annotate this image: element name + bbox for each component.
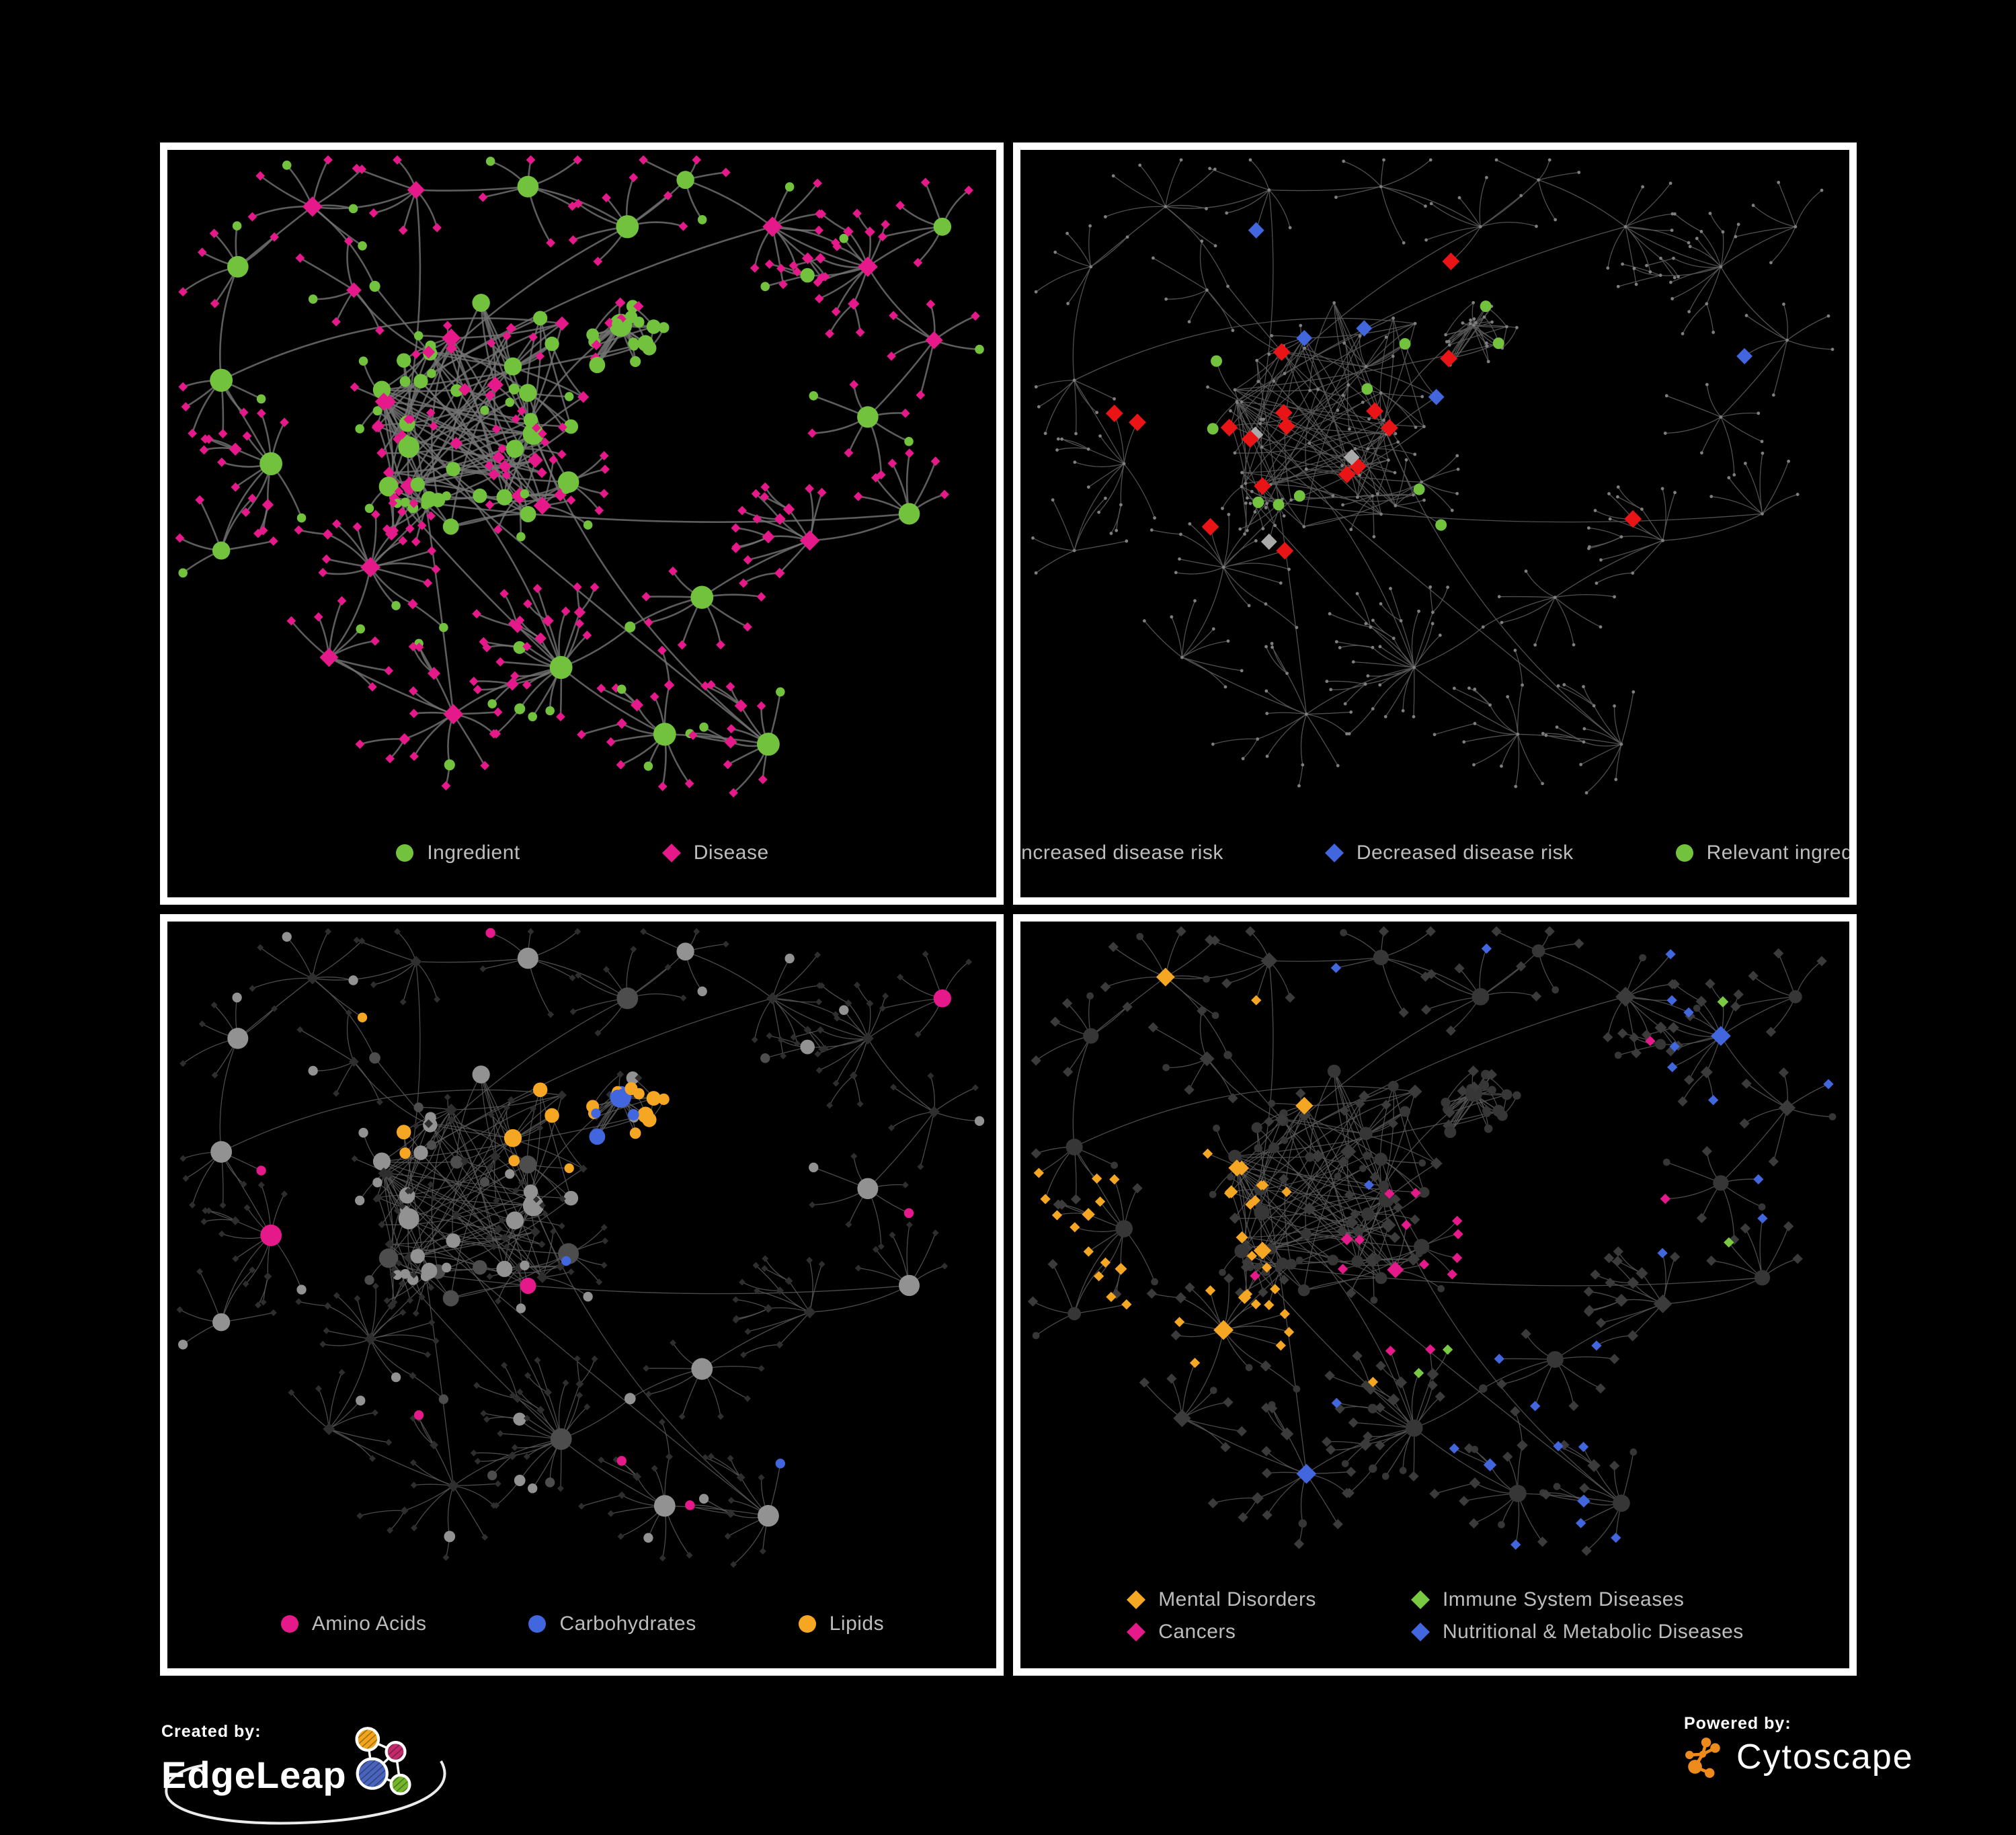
legend-nutrient-classes: Amino Acids Carbohydrates Lipids: [167, 1589, 996, 1668]
legend-item: Increased disease risk: [1015, 841, 1223, 864]
cancers-diamond-icon: [1126, 1622, 1146, 1642]
legend-label: Lipids: [829, 1613, 885, 1635]
edgeleap-logo-icon: [355, 1727, 411, 1795]
immune-diseases-diamond-icon: [1410, 1590, 1430, 1610]
carbohydrates-circle-icon: [527, 1614, 547, 1634]
cytoscape-brand: Cytoscape: [1736, 1738, 1914, 1777]
legend-item: Nutritional & Metabolic Diseases: [1410, 1621, 1744, 1643]
network-disease-classes: [1020, 922, 1849, 1575]
relevant-ingredient-circle-icon: [1675, 843, 1695, 863]
legend-item: Ingredient: [395, 842, 520, 864]
legend-item: Immune System Diseases: [1410, 1588, 1684, 1611]
legend-ingredient-disease: Ingredient Disease: [167, 818, 996, 897]
legend-label: Immune System Diseases: [1442, 1588, 1685, 1611]
legend-label: Mental Disorders: [1158, 1588, 1316, 1611]
created-by-label: Created by:: [161, 1722, 261, 1741]
legend-item: Carbohydrates: [527, 1613, 696, 1635]
legend-label: Decreased disease risk: [1356, 841, 1574, 864]
disease-diamond-icon: [661, 843, 682, 863]
legend-item: Lipids: [797, 1613, 884, 1635]
legend-disease-classes: Mental Disorders Immune System Diseases …: [1020, 1575, 1849, 1668]
legend-label: Ingredient: [427, 841, 520, 864]
legend-item: Amino Acids: [280, 1613, 427, 1635]
legend-label: Relevant ingredient: [1706, 841, 1857, 864]
mental-disorders-diamond-icon: [1126, 1590, 1146, 1610]
legend-item: Mental Disorders: [1126, 1588, 1316, 1611]
network-nutrient-classes: [167, 922, 996, 1590]
legend-label: Increased disease risk: [1015, 841, 1223, 864]
figure-grid: Ingredient Disease Increased disease ris…: [160, 142, 1857, 1676]
legend-label: Carbohydrates: [559, 1613, 696, 1635]
network-disease-risk: [1020, 150, 1849, 818]
legend-item: Decreased disease risk: [1324, 842, 1574, 864]
powered-by-label: Powered by:: [1684, 1714, 1791, 1733]
legend-label: Disease: [693, 841, 769, 864]
panel-nutrient-classes: Amino Acids Carbohydrates Lipids: [160, 913, 1004, 1676]
legend-disease-risk: Increased disease risk Decreased disease…: [1020, 818, 1849, 897]
panel-disease-classes: Mental Disorders Immune System Diseases …: [1013, 913, 1857, 1676]
amino-acids-circle-icon: [280, 1614, 300, 1634]
cytoscape-credit: Powered by: Cytoscape: [1684, 1714, 1966, 1808]
lipids-circle-icon: [797, 1614, 817, 1634]
network-ingredient-disease: [167, 150, 996, 818]
cytoscape-logo-icon: [1685, 1738, 1720, 1778]
legend-item: Relevant ingredient: [1675, 841, 1857, 864]
legend-label: Nutritional & Metabolic Diseases: [1442, 1621, 1744, 1643]
legend-item: Cancers: [1126, 1621, 1236, 1643]
legend-item: Disease: [661, 842, 769, 864]
legend-label: Cancers: [1158, 1621, 1236, 1643]
edgeleap-brand: EdgeLeap: [161, 1754, 347, 1796]
ingredient-circle-icon: [395, 843, 415, 863]
decreased-risk-diamond-icon: [1324, 843, 1344, 863]
nutritional-metabolic-diamond-icon: [1410, 1622, 1430, 1642]
panel-disease-risk: Increased disease risk Decreased disease…: [1013, 142, 1857, 905]
edgeleap-credit: Created by: EdgeLeap: [161, 1722, 471, 1825]
panel-ingredient-disease: Ingredient Disease: [160, 142, 1004, 905]
legend-label: Amino Acids: [311, 1613, 427, 1635]
